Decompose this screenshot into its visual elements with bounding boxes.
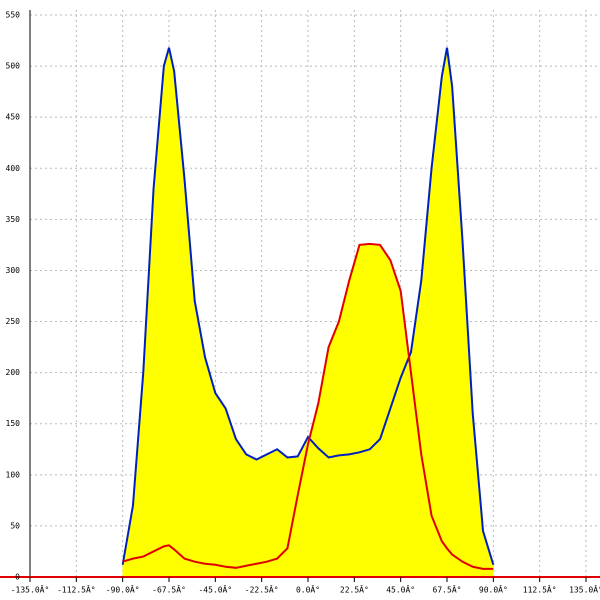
x-tick-label: 90.0Â°: [479, 584, 508, 595]
y-tick-label: 200: [6, 368, 21, 377]
y-tick-label: 400: [6, 164, 21, 173]
x-tick-label: 0.0Â°: [296, 584, 320, 595]
x-tick-label: 22.5Â°: [340, 584, 369, 595]
y-tick-label: 250: [6, 317, 21, 326]
y-tick-label: 550: [6, 11, 21, 20]
y-tick-label: 300: [6, 266, 21, 275]
x-tick-label: -45.0Â°: [198, 584, 232, 595]
y-tick-label: 150: [6, 419, 21, 428]
x-tick-label: -112.5Â°: [57, 584, 96, 595]
y-tick-label: 350: [6, 215, 21, 224]
x-tick-label: -135.0Â°: [11, 584, 50, 595]
x-tick-label: -67.5Â°: [152, 584, 186, 595]
x-tick-label: 45.0Â°: [386, 584, 415, 595]
x-tick-label: 135.0Â°: [569, 584, 600, 595]
y-tick-label: 100: [6, 470, 21, 479]
x-tick-label: -22.5Â°: [245, 584, 279, 595]
series-line: [121, 47, 495, 566]
y-tick-label: 50: [10, 521, 20, 530]
y-tick-label: 0: [15, 573, 20, 582]
x-tick-label: 112.5Â°: [523, 584, 557, 595]
labels: 0 50 100 150 200 250 300 350 400 450 500 550 -135.0Â…: [6, 11, 600, 595]
areas: [122, 47, 494, 577]
area-fill: [122, 243, 494, 577]
series-line: [122, 242, 494, 570]
y-tick-label: 500: [6, 62, 21, 71]
lines: [121, 47, 495, 570]
x-tick-label: 67.5Â°: [433, 584, 462, 595]
x-tick-label: -90.0Â°: [106, 584, 140, 595]
y-tick-label: 450: [6, 113, 21, 122]
grid: [29, 10, 600, 578]
